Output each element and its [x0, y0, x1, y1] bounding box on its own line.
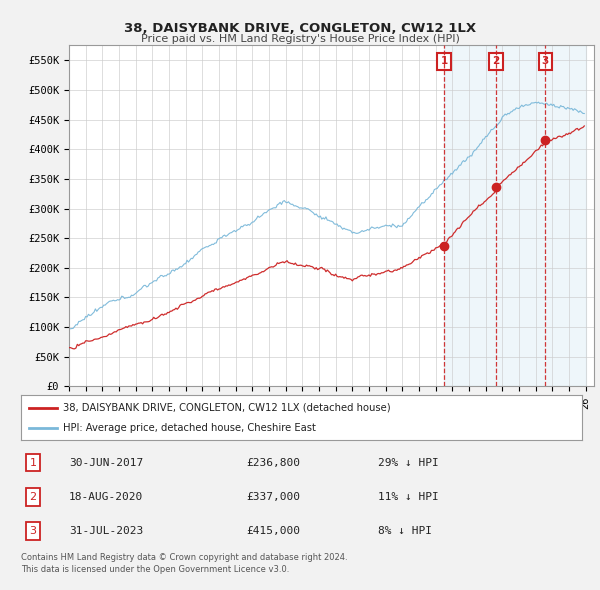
Text: 30-JUN-2017: 30-JUN-2017	[69, 458, 143, 467]
Text: 1: 1	[440, 57, 448, 67]
Text: 38, DAISYBANK DRIVE, CONGLETON, CW12 1LX: 38, DAISYBANK DRIVE, CONGLETON, CW12 1LX	[124, 21, 476, 35]
Text: 29% ↓ HPI: 29% ↓ HPI	[378, 458, 439, 467]
Text: Contains HM Land Registry data © Crown copyright and database right 2024.: Contains HM Land Registry data © Crown c…	[21, 553, 347, 562]
Text: 3: 3	[542, 57, 549, 67]
Bar	[444, 45, 586, 386]
Text: 2: 2	[493, 57, 500, 67]
Text: This data is licensed under the Open Government Licence v3.0.: This data is licensed under the Open Gov…	[21, 565, 289, 574]
Text: £415,000: £415,000	[246, 526, 300, 536]
Text: 11% ↓ HPI: 11% ↓ HPI	[378, 492, 439, 502]
Text: £236,800: £236,800	[246, 458, 300, 467]
Text: 3: 3	[29, 526, 37, 536]
Text: 1: 1	[29, 458, 37, 467]
Text: Price paid vs. HM Land Registry's House Price Index (HPI): Price paid vs. HM Land Registry's House …	[140, 34, 460, 44]
Text: 31-JUL-2023: 31-JUL-2023	[69, 526, 143, 536]
Text: 2: 2	[29, 492, 37, 502]
Text: HPI: Average price, detached house, Cheshire East: HPI: Average price, detached house, Ches…	[63, 423, 316, 433]
Text: 38, DAISYBANK DRIVE, CONGLETON, CW12 1LX (detached house): 38, DAISYBANK DRIVE, CONGLETON, CW12 1LX…	[63, 403, 391, 412]
Text: 8% ↓ HPI: 8% ↓ HPI	[378, 526, 432, 536]
Text: £337,000: £337,000	[246, 492, 300, 502]
Text: 18-AUG-2020: 18-AUG-2020	[69, 492, 143, 502]
